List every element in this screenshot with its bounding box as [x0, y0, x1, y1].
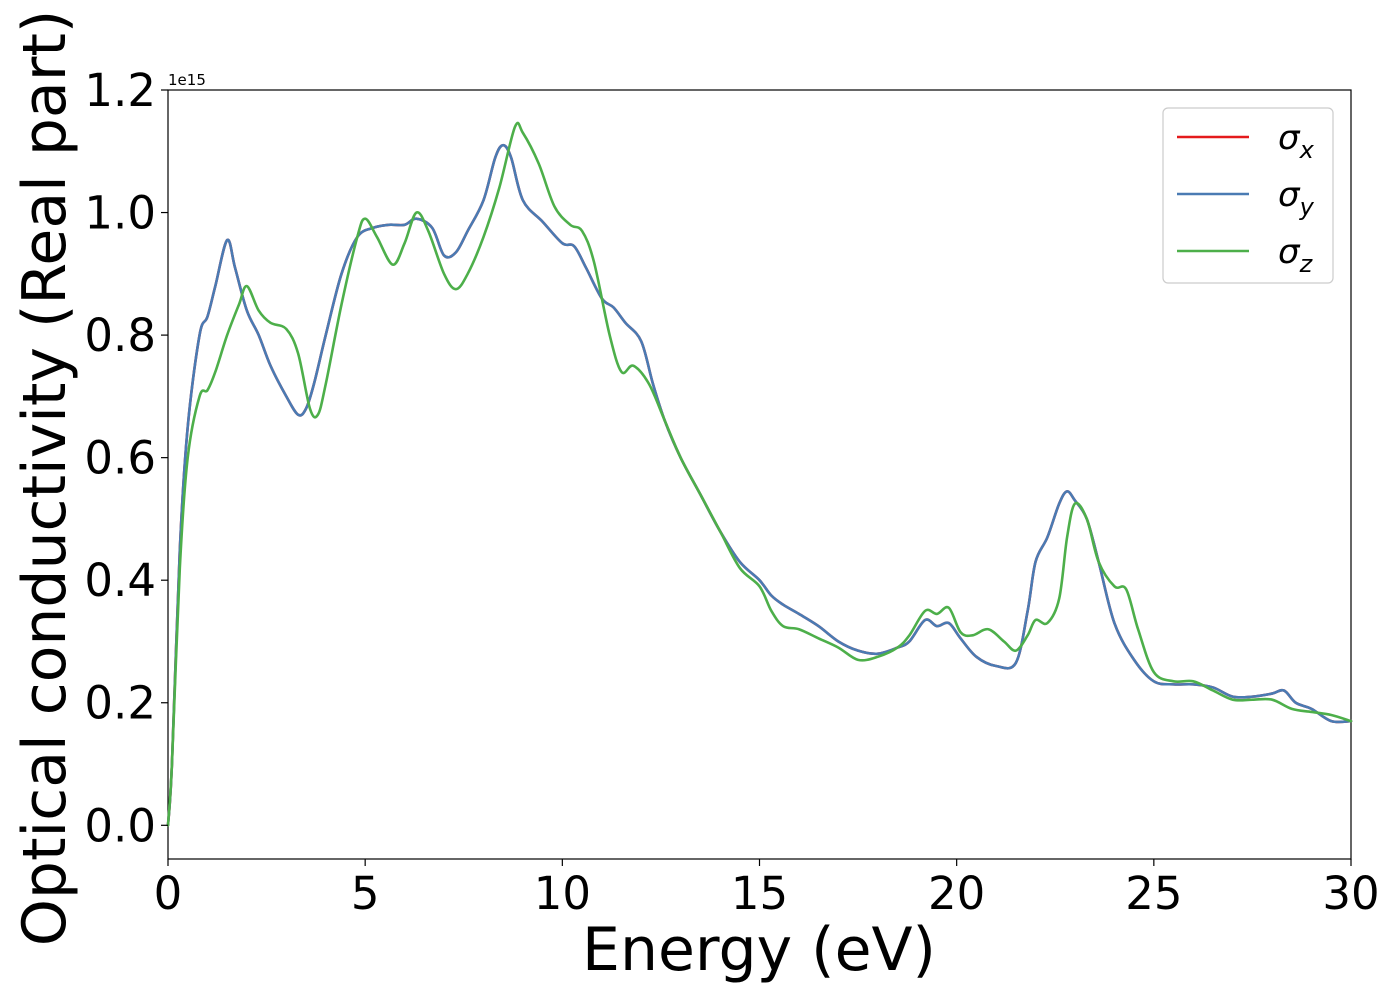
x-tick-label: 30: [1322, 867, 1379, 920]
y-tick-label: 1.2: [84, 64, 156, 117]
x-axis-ticks: 0 5 10 15 20 25 30: [154, 859, 1380, 920]
y-tick-label: 1.0: [84, 187, 156, 240]
x-tick-label: 15: [731, 867, 788, 920]
legend-box: [1162, 107, 1334, 284]
y-tick-label: 0.8: [84, 309, 156, 362]
y-tick-label: 0.2: [84, 677, 156, 730]
y-axis-ticks: 0.0 0.2 0.4 0.6 0.8 1.0 1.2: [84, 64, 168, 852]
x-tick-label: 20: [928, 867, 985, 920]
legend-label-x: σx: [1278, 118, 1315, 164]
legend-items: σx σy σz: [1177, 118, 1315, 278]
legend-label-y: σy: [1278, 175, 1315, 221]
series-layer: [166, 121, 1353, 827]
plot-area: [166, 89, 1353, 860]
legend: σx σy σz: [1162, 107, 1334, 284]
y-axis-label: Optical conductivity (Real part): [10, 10, 80, 947]
legend-label-z: σz: [1278, 232, 1314, 278]
x-tick-label: 25: [1125, 867, 1182, 920]
x-tick-label: 5: [351, 867, 380, 920]
y-tick-label: 0.4: [84, 554, 156, 607]
x-tick-label: 0: [154, 867, 183, 920]
x-tick-label: 10: [534, 867, 591, 920]
y-multiplier-label: 1e15: [168, 71, 206, 89]
y-tick-label: 0.0: [84, 799, 156, 852]
x-axis-label: Energy (eV): [582, 915, 936, 985]
y-tick-label: 0.6: [84, 432, 156, 485]
series-line-z: [166, 121, 1353, 827]
